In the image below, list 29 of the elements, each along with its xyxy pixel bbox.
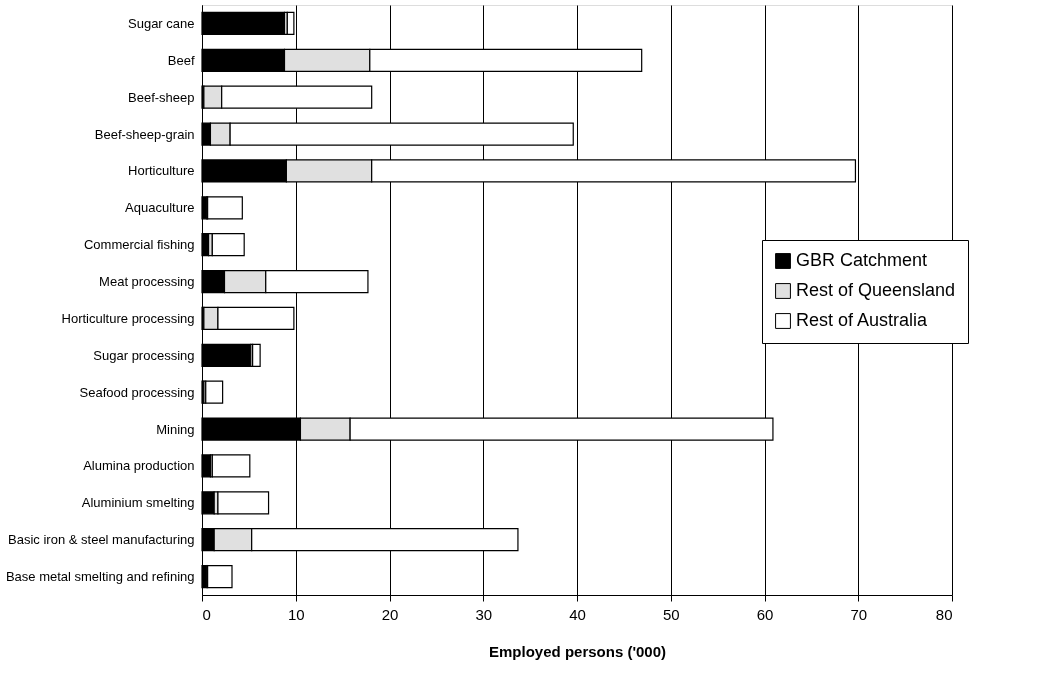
x-tick-label: 20: [381, 605, 399, 623]
x-tick-label: 0: [202, 605, 211, 623]
y-tick-label: Aluminium smelting: [81, 495, 195, 511]
y-tick-label: Beef-sheep: [128, 89, 195, 105]
x-tick-label: 40: [569, 605, 586, 623]
legend-label: Rest of Queensland: [796, 280, 956, 300]
x-axis-title: Employed persons ('000): [489, 642, 666, 660]
legend-label: GBR Catchment: [796, 250, 928, 270]
x-tick-label: 60: [756, 605, 774, 623]
y-tick-label: Horticulture processing: [61, 310, 195, 326]
x-tick-label: 80: [935, 605, 953, 623]
y-tick-label: Alumina production: [83, 458, 195, 474]
y-tick-label: Base metal smelting and refining: [5, 569, 195, 585]
y-tick-label: Meat processing: [99, 274, 195, 290]
y-tick-label: Horticulture: [128, 163, 195, 179]
y-tick-label: Beef: [167, 52, 195, 68]
y-tick-label: Sugar cane: [128, 15, 195, 31]
legend-label: Rest of Australia: [796, 310, 929, 330]
y-tick-label: Sugar processing: [93, 347, 195, 363]
x-tick-label: 50: [662, 605, 680, 623]
y-tick-label: Aquaculture: [125, 200, 195, 216]
x-tick-label: 30: [475, 605, 493, 623]
y-tick-label: Basic iron & steel manufacturing: [8, 532, 195, 548]
y-tick-label: Mining: [156, 421, 195, 437]
y-tick-label: Seafood processing: [79, 384, 195, 400]
y-tick-label: Commercial fishing: [83, 237, 195, 253]
x-tick-label: 10: [287, 605, 305, 623]
x-tick-label: 70: [850, 605, 868, 623]
y-tick-label: Beef-sheep-grain: [94, 126, 195, 142]
